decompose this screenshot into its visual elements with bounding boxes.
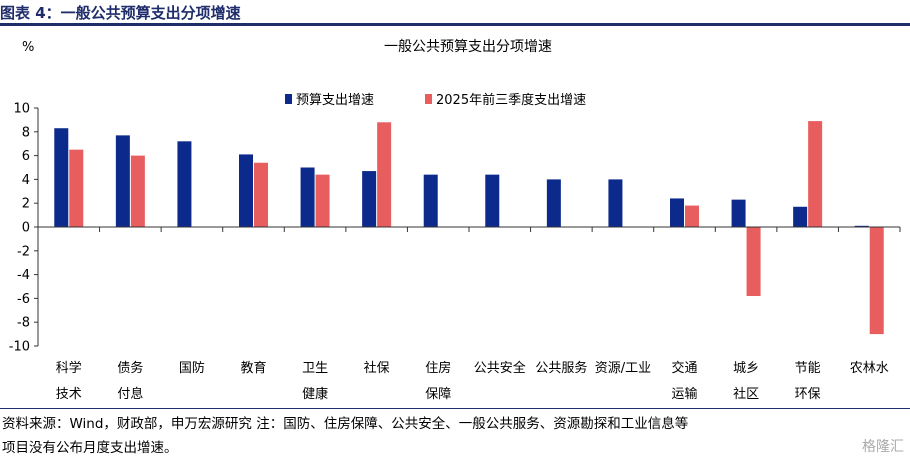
- y-tick-label: -2: [17, 244, 30, 259]
- bar-ytd-13: [869, 227, 884, 335]
- figure-title: 图表 4：一般公共预算支出分项增速: [0, 4, 241, 22]
- x-tick-label: 保障: [425, 387, 451, 402]
- y-tick-label: -6: [17, 292, 30, 307]
- bar-ytd-5: [377, 122, 392, 227]
- x-tick-label: 公共安全: [474, 360, 526, 376]
- bar-budget-5: [362, 171, 377, 227]
- y-tick-label: 8: [22, 125, 30, 140]
- x-tick-label: 教育: [240, 360, 266, 376]
- bar-budget-9: [608, 179, 623, 227]
- x-tick-label: 农林水: [850, 361, 889, 376]
- bar-budget-12: [793, 206, 808, 227]
- x-tick-label: 资源/工业: [595, 361, 651, 376]
- y-axis: 10 8 6 4 2 0 -2 -4 -6 -8 -10: [9, 102, 39, 355]
- y-tick-label: -10: [9, 340, 30, 355]
- x-tick-label: 债务: [117, 360, 143, 376]
- bar-budget-1: [115, 135, 130, 227]
- y-tick-label: -8: [17, 316, 30, 331]
- y-axis-label: %: [22, 40, 34, 55]
- bar-budget-13: [854, 225, 869, 227]
- x-tick-label: 技术: [56, 387, 82, 402]
- y-tick-label: 4: [22, 173, 30, 188]
- bar-budget-7: [485, 174, 500, 227]
- title-rule: [0, 23, 910, 26]
- y-tick-label: 2: [22, 197, 30, 212]
- bar-budget-3: [239, 154, 253, 227]
- bar-ytd-4: [315, 174, 330, 227]
- source-note-line-1: 资料来源：Wind，财政部，申万宏源研究 注：国防、住房保障、公共安全、一般公共…: [2, 416, 689, 432]
- bar-budget-10: [670, 198, 684, 227]
- x-tick-label: 付息: [117, 386, 143, 402]
- x-tick-label: 城乡: [733, 361, 759, 376]
- bar-budget-2: [177, 141, 192, 227]
- chart-title: 一般公共预算支出分项增速: [384, 39, 552, 55]
- bar-ytd-3: [254, 162, 268, 227]
- x-tick-label: 公共服务: [535, 360, 587, 376]
- y-tick-label: 10: [13, 102, 30, 117]
- bar-ytd-11: [746, 227, 761, 297]
- x-tick-label: 卫生: [302, 361, 328, 376]
- bar-ytd-10: [685, 205, 699, 227]
- legend: 预算支出增速 2025年前三季度支出增速: [285, 92, 586, 108]
- x-tick-label: 健康: [302, 386, 328, 402]
- x-tick-label: 国防: [179, 360, 205, 376]
- legend-label-0: 预算支出增速: [296, 93, 374, 108]
- y-tick-label: 0: [22, 221, 30, 236]
- y-tick-label: -4: [17, 268, 30, 283]
- bar-ytd-1: [130, 155, 145, 227]
- x-tick-label: 住房: [425, 360, 451, 376]
- legend-swatch-0: [285, 94, 292, 104]
- bar-budget-8: [546, 179, 561, 227]
- bottom-rule: [0, 408, 910, 409]
- watermark: 格隆汇: [862, 439, 904, 455]
- bar-ytd-12: [808, 121, 823, 227]
- bar-ytd-0: [69, 149, 84, 227]
- bars: [54, 121, 884, 335]
- x-tick-label: 科学: [56, 360, 82, 376]
- bar-budget-11: [731, 199, 746, 227]
- legend-label-1: 2025年前三季度支出增速: [436, 92, 586, 108]
- x-tick-label: 运输: [671, 386, 697, 402]
- bar-budget-0: [54, 128, 69, 227]
- x-tick-label: 环保: [795, 387, 821, 402]
- x-tick-label: 节能: [795, 361, 821, 376]
- bar-budget-6: [423, 174, 438, 227]
- x-tick-label: 交通: [671, 360, 697, 376]
- source-note-line-2: 项目没有公布月度支出增速。: [2, 440, 178, 456]
- x-tick-label: 社区: [733, 386, 759, 402]
- bar-budget-4: [300, 167, 315, 227]
- bar-chart: 一般公共预算支出分项增速 % 预算支出增速 2025年前三季度支出增速 10 8 6 4…: [9, 39, 901, 402]
- x-tick-label: 社保: [364, 360, 390, 376]
- legend-swatch-1: [425, 94, 432, 104]
- y-tick-label: 6: [22, 149, 30, 164]
